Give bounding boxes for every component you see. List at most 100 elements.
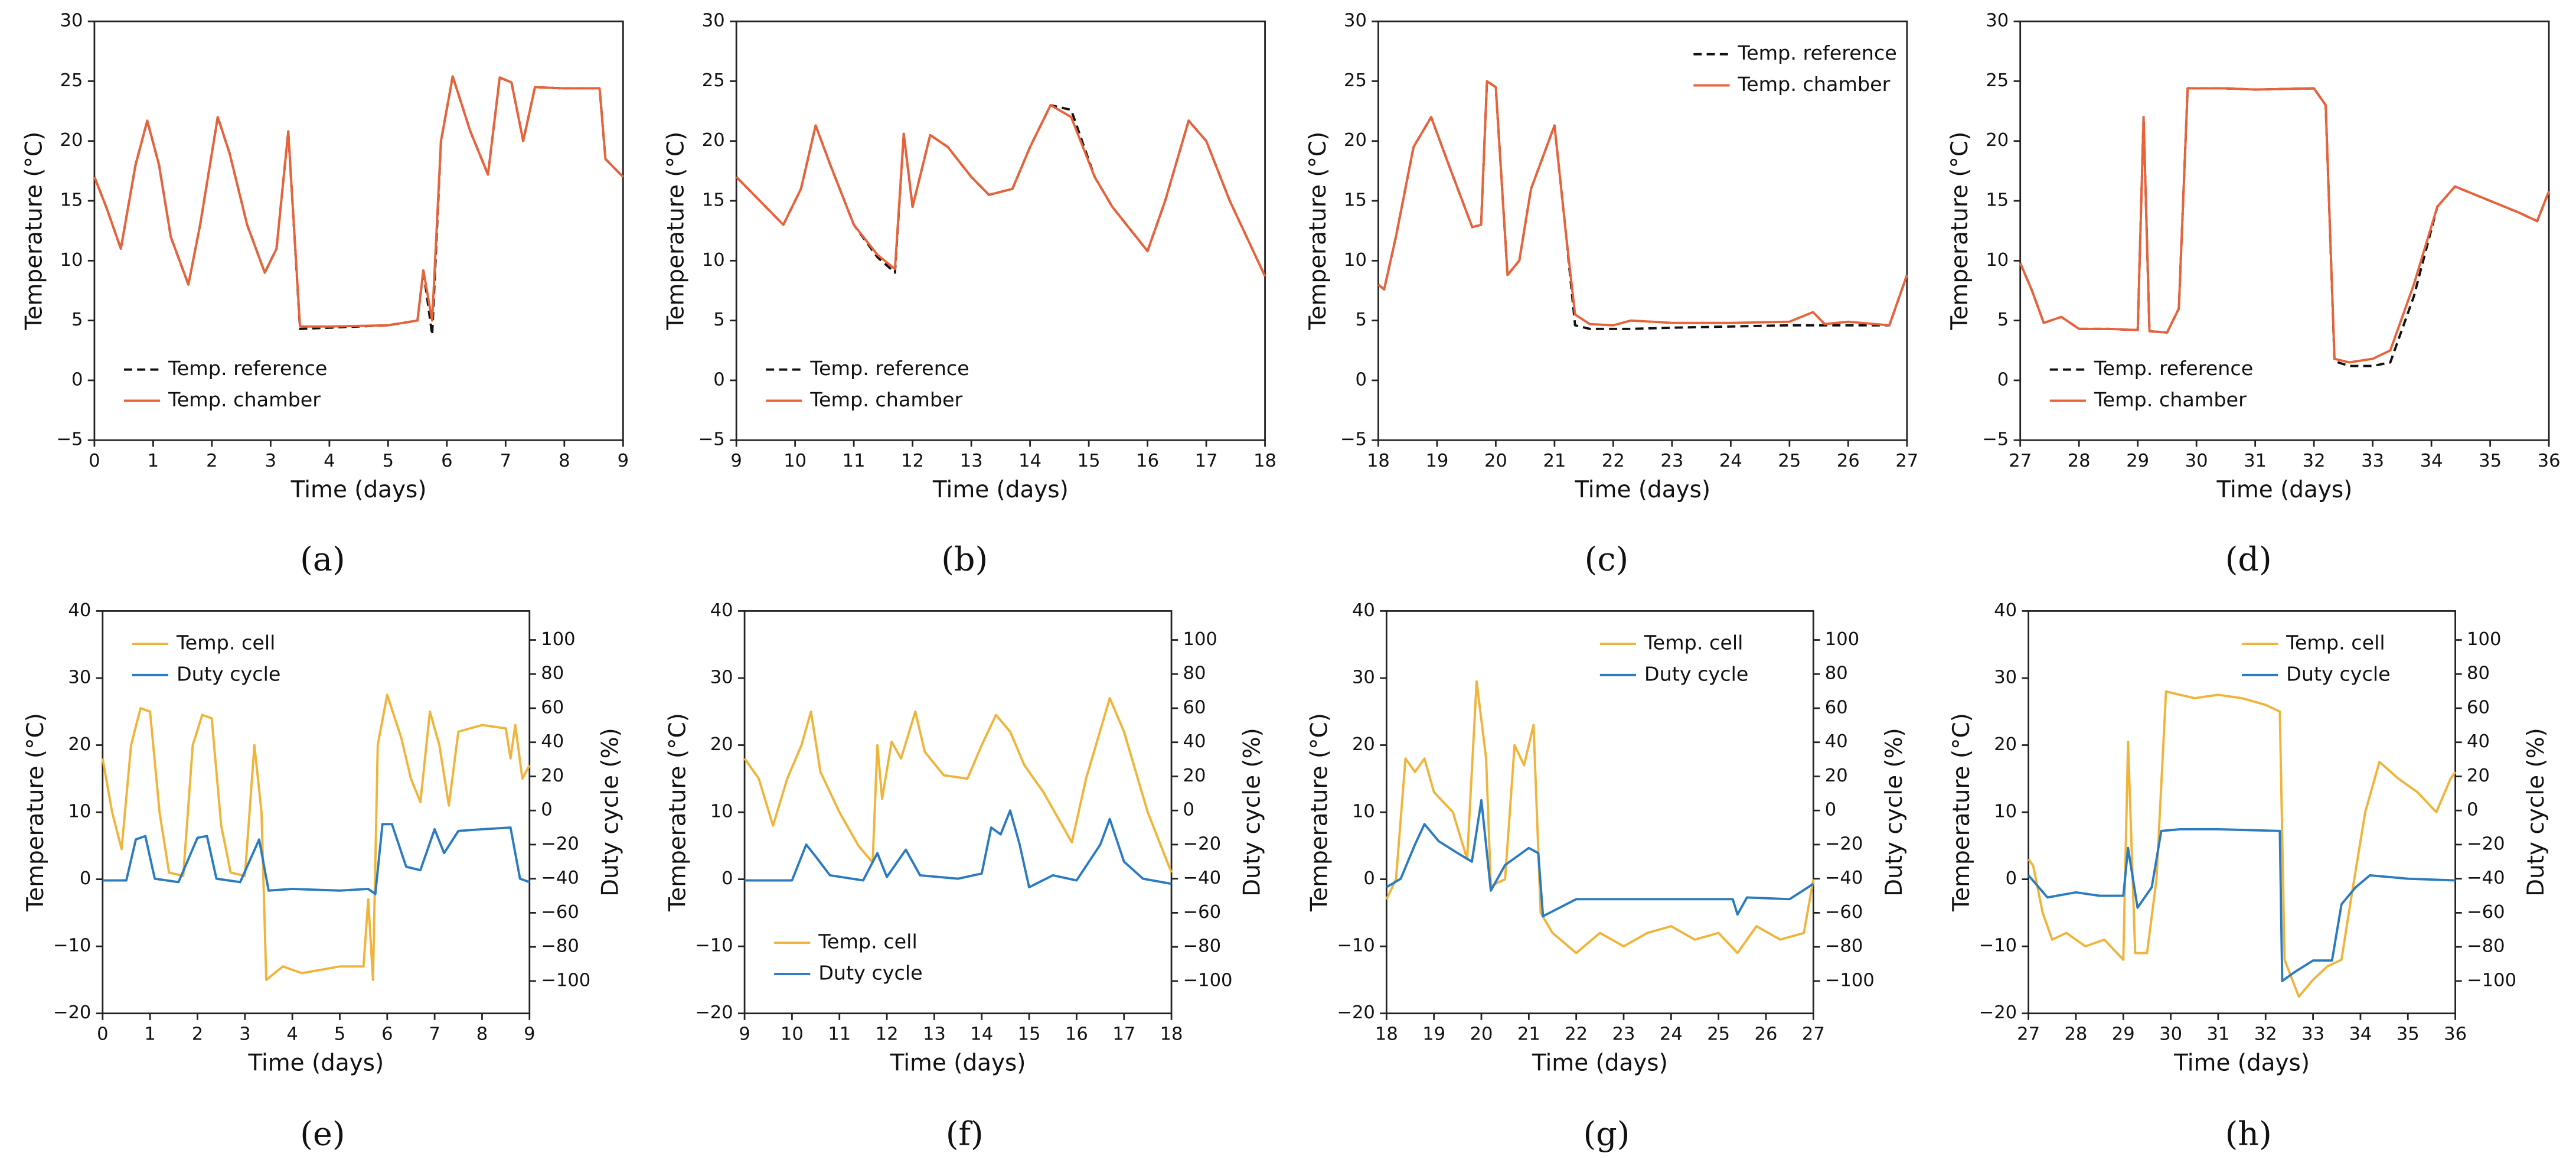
series-line xyxy=(1377,80,1908,330)
x-tick-label: 3 xyxy=(265,451,276,471)
y-tick-label: −10 xyxy=(1337,936,1375,956)
y2-tick-label: 60 xyxy=(2467,697,2490,718)
y-tick-label: 15 xyxy=(702,190,725,211)
y-tick-label: 10 xyxy=(60,250,83,271)
y-tick-label: 40 xyxy=(1352,600,1375,621)
series-line xyxy=(2028,690,2457,998)
y-tick-label: 40 xyxy=(1994,600,2017,621)
x-tick-label: 15 xyxy=(1018,1024,1041,1044)
y-tick-label: 30 xyxy=(1344,11,1367,31)
plot-frame xyxy=(93,20,624,441)
y-tick-label: 30 xyxy=(1352,667,1375,688)
x-tick-label: 2 xyxy=(206,451,217,471)
y-tick-label: −5 xyxy=(1982,429,2009,450)
y-tick-label: 0 xyxy=(1363,868,1374,889)
legend-label: Temp. cell xyxy=(176,631,276,654)
series-line xyxy=(101,693,531,981)
y-tick-label: 30 xyxy=(1994,667,2017,688)
x-tick-label: 18 xyxy=(1367,451,1390,471)
legend-label: Temp. chamber xyxy=(809,388,962,411)
series-line xyxy=(745,809,1172,889)
plot-frame xyxy=(1377,20,1908,441)
y2-tick-label: 20 xyxy=(1825,765,1848,786)
y2-tick-label: −40 xyxy=(2467,868,2505,888)
x-tick-label: 24 xyxy=(1719,451,1742,471)
y2-tick-label: 80 xyxy=(1825,663,1848,684)
x-tick-label: 16 xyxy=(1136,451,1159,471)
y2-tick-label: 80 xyxy=(2467,663,2490,684)
x-tick-label: 2 xyxy=(192,1024,203,1044)
x-tick-label: 9 xyxy=(739,1024,750,1044)
y2-tick-label: −80 xyxy=(1183,936,1222,957)
series-line xyxy=(93,75,624,328)
y-axis-title: Temperature (°C) xyxy=(1305,132,1331,331)
x-tick-label: 17 xyxy=(1112,1024,1135,1044)
y-tick-label: 25 xyxy=(1344,70,1367,91)
x-tick-label: 11 xyxy=(843,451,866,471)
x-tick-label: 27 xyxy=(2017,1024,2040,1044)
panel-label: (c) xyxy=(1585,540,1629,579)
plot-frame xyxy=(1385,610,1814,1015)
x-tick-label: 17 xyxy=(1195,451,1218,471)
y-axis-title: Temperature (°C) xyxy=(1307,713,1333,912)
y-axis-title: Temperature (°C) xyxy=(664,713,691,912)
y2-tick-label: −100 xyxy=(1825,970,1875,991)
y2-tick-label: 60 xyxy=(1183,697,1206,718)
x-tick-label: 21 xyxy=(1543,451,1566,471)
y2-tick-label: −20 xyxy=(2467,833,2505,854)
x-tick-label: 35 xyxy=(2479,451,2502,471)
y-tick-label: 20 xyxy=(702,130,725,151)
y2-tick-label: 0 xyxy=(1825,800,1836,820)
x-tick-label: 10 xyxy=(781,1024,804,1044)
y-tick-label: 25 xyxy=(702,70,725,91)
y-tick-label: 20 xyxy=(1986,130,2009,151)
legend-label: Temp. cell xyxy=(818,930,918,953)
x-tick-label: 21 xyxy=(1517,1024,1540,1044)
y-tick-label: −5 xyxy=(56,429,83,450)
plot-frame xyxy=(743,610,1173,1015)
y-tick-label: 0 xyxy=(713,369,724,390)
y2-axis-title: Duty cycle (%) xyxy=(1881,728,1908,897)
y2-tick-label: −80 xyxy=(2467,936,2505,957)
y2-tick-label: −60 xyxy=(1183,902,1222,923)
x-tick-label: 9 xyxy=(618,451,629,471)
legend-label: Duty cycle xyxy=(2286,662,2390,685)
y-tick-label: 40 xyxy=(710,600,733,621)
x-tick-label: 27 xyxy=(1802,1024,1825,1044)
y-tick-label: 30 xyxy=(60,11,83,31)
x-tick-label: 30 xyxy=(2159,1024,2182,1044)
series-line xyxy=(102,823,530,895)
x-tick-label: 22 xyxy=(1565,1024,1588,1044)
x-tick-label: 20 xyxy=(1484,451,1507,471)
x-tick-label: 6 xyxy=(441,451,452,471)
x-tick-label: 26 xyxy=(1755,1024,1778,1044)
y-tick-label: 30 xyxy=(1986,11,2009,31)
series-line xyxy=(1385,680,1815,955)
y2-tick-label: 100 xyxy=(2467,629,2501,650)
x-tick-label: 36 xyxy=(2444,1024,2467,1044)
y2-tick-label: −60 xyxy=(2467,902,2505,923)
y-tick-label: 0 xyxy=(1997,369,2009,390)
y-tick-label: 40 xyxy=(68,600,91,621)
series-line xyxy=(735,104,1266,277)
x-tick-label: 0 xyxy=(97,1024,108,1044)
y-tick-label: 0 xyxy=(71,369,83,390)
y-tick-label: 25 xyxy=(1986,70,2009,91)
x-tick-label: 7 xyxy=(500,451,511,471)
y-tick-label: −10 xyxy=(1979,936,2017,956)
x-tick-label: 25 xyxy=(1778,451,1801,471)
y-tick-label: 15 xyxy=(60,190,83,211)
y-tick-label: 30 xyxy=(68,667,91,688)
x-tick-label: 12 xyxy=(876,1024,899,1044)
x-tick-label: 32 xyxy=(2254,1024,2277,1044)
y2-tick-label: 80 xyxy=(1183,663,1206,684)
x-tick-label: 8 xyxy=(559,451,570,471)
series-line xyxy=(1377,80,1908,327)
x-tick-label: 4 xyxy=(286,1024,298,1044)
plot-frame xyxy=(2019,20,2550,441)
x-axis-title: Time (days) xyxy=(890,1050,1026,1076)
x-tick-label: 28 xyxy=(2068,451,2091,471)
x-tick-label: 33 xyxy=(2301,1024,2324,1044)
y-tick-label: 30 xyxy=(710,667,733,688)
y2-tick-label: −80 xyxy=(541,936,579,957)
